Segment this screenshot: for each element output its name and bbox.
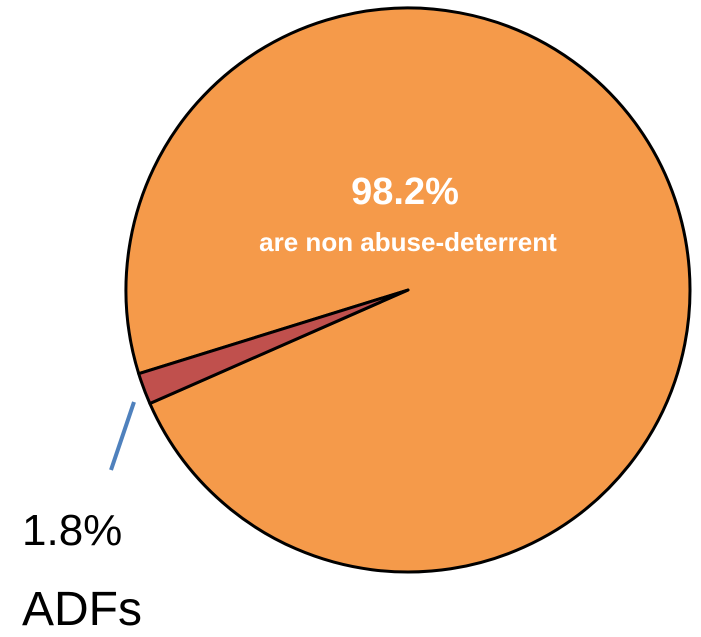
pie-slice-minor xyxy=(137,288,410,406)
pie-slices xyxy=(124,6,692,574)
major-slice-percent-label: 98.2% xyxy=(351,171,459,213)
major-slice-description-label: are non abuse-deterrent xyxy=(259,227,557,257)
minor-slice-percent-label: 1.8% xyxy=(22,506,122,555)
minor-slice-name-label: ADFs xyxy=(22,583,142,636)
minor-slice-leader-line xyxy=(109,401,136,471)
